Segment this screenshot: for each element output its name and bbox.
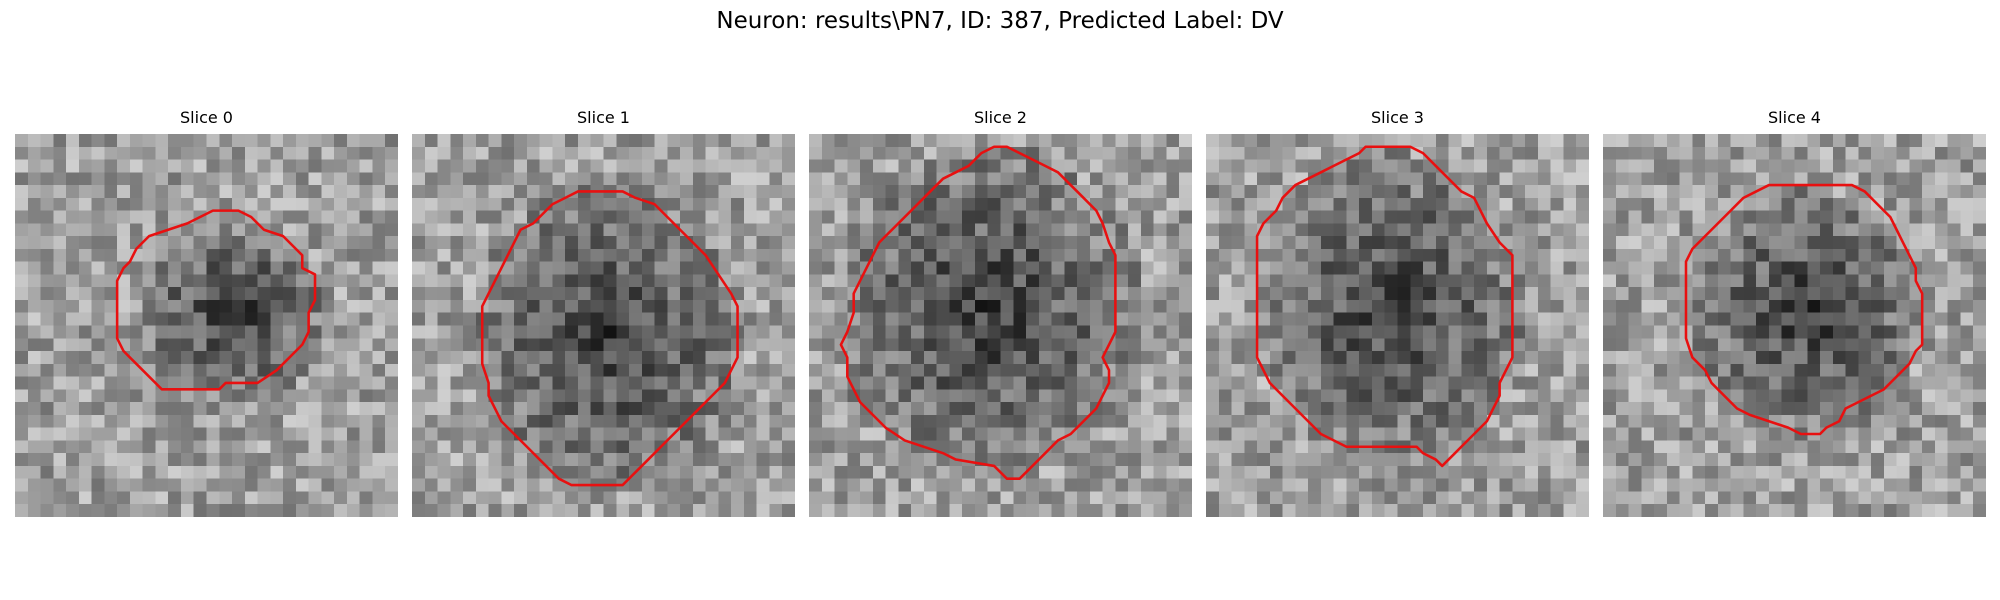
- contour-outline: [1684, 183, 1924, 436]
- slice-panel-2: Slice 2: [809, 108, 1192, 517]
- slice-title: Slice 4: [1768, 108, 1821, 127]
- slice-image: [1206, 134, 1589, 517]
- contour-outline: [480, 190, 739, 487]
- slice-title: Slice 3: [1371, 108, 1424, 127]
- pixel-grid: [1206, 134, 1589, 517]
- slice-image: [809, 134, 1192, 517]
- pixel-grid: [809, 134, 1192, 517]
- slice-image: [412, 134, 795, 517]
- slice-title: Slice 1: [577, 108, 630, 127]
- slice-image: [1603, 134, 1986, 517]
- contour-outline: [115, 209, 317, 391]
- contour-outline: [1255, 145, 1514, 468]
- slice-title: Slice 0: [180, 108, 233, 127]
- slice-panel-0: Slice 0: [15, 108, 398, 517]
- slice-panel-4: Slice 4: [1603, 108, 1986, 517]
- figure-title: Neuron: results\PN7, ID: 387, Predicted …: [716, 8, 1284, 34]
- slice-title: Slice 2: [974, 108, 1027, 127]
- pixel-grid: [1603, 134, 1986, 517]
- slice-panel-1: Slice 1: [412, 108, 795, 517]
- contour-outline: [839, 145, 1117, 480]
- slice-image: [15, 134, 398, 517]
- pixel-grid: [412, 134, 795, 517]
- slice-panel-3: Slice 3: [1206, 108, 1589, 517]
- pixel-grid: [15, 134, 398, 517]
